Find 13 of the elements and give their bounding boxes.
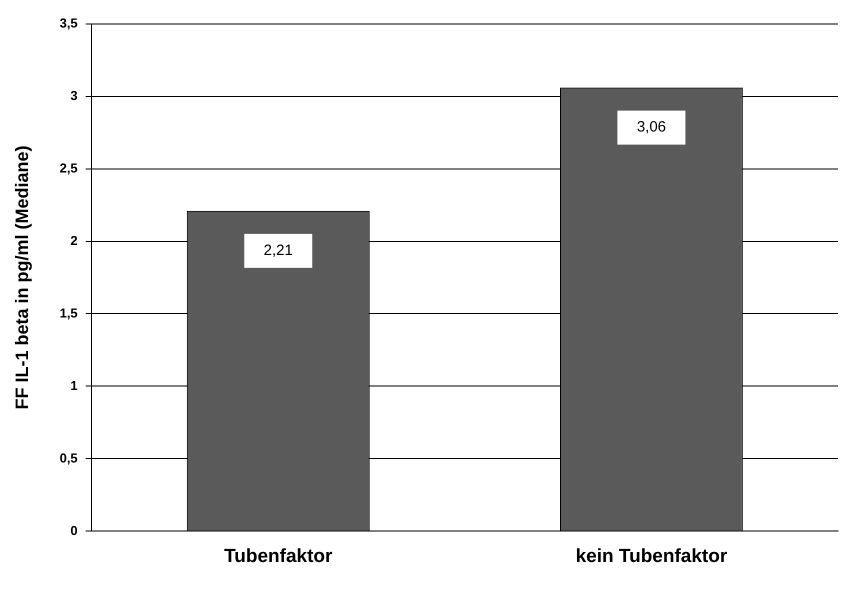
y-tick-label: 2,5 [60, 160, 78, 176]
y-tick-label: 1,5 [60, 305, 78, 320]
x-tick-label: Tubenfaktor [224, 546, 334, 567]
y-tick-label: 0 [70, 522, 78, 538]
y-tick-label: 3,5 [60, 15, 78, 30]
y-tick-label: 2 [70, 232, 78, 248]
y-tick-label: 1 [70, 378, 78, 393]
y-axis-title: FF IL-1 beta in pg/ml (Mediane) [12, 145, 32, 410]
data-label: 3,06 [636, 118, 666, 136]
y-tick-label: 0,5 [60, 450, 78, 466]
y-tick-label: 3 [70, 88, 78, 103]
x-tick-label: kein Tubenfaktor [576, 546, 728, 567]
data-label: 2,21 [264, 242, 293, 259]
